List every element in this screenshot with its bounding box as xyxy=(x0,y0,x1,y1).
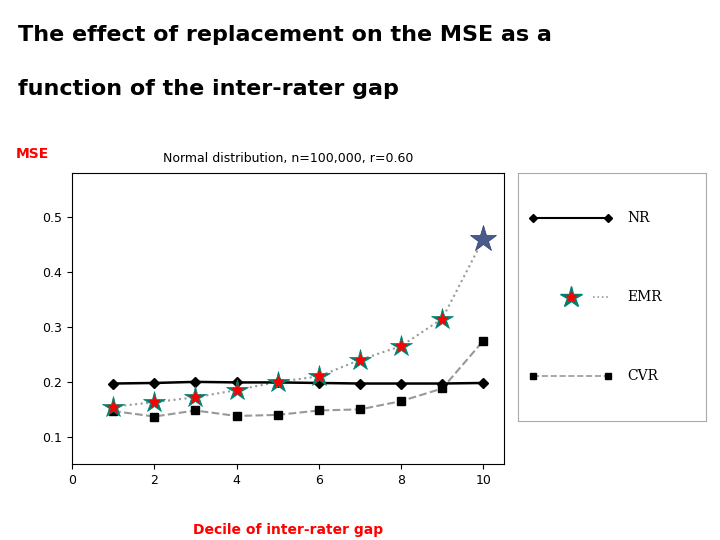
Text: EMR: EMR xyxy=(627,290,662,304)
Text: function of the inter-rater gap: function of the inter-rater gap xyxy=(18,79,399,99)
Text: MSE: MSE xyxy=(16,147,49,161)
Text: CVR: CVR xyxy=(627,369,658,383)
Text: The effect of replacement on the MSE as a: The effect of replacement on the MSE as … xyxy=(18,25,552,45)
Text: Decile of inter-rater gap: Decile of inter-rater gap xyxy=(193,523,383,537)
Text: Normal distribution, n=100,000, r=0.60: Normal distribution, n=100,000, r=0.60 xyxy=(163,152,413,165)
Text: NR: NR xyxy=(627,211,649,225)
